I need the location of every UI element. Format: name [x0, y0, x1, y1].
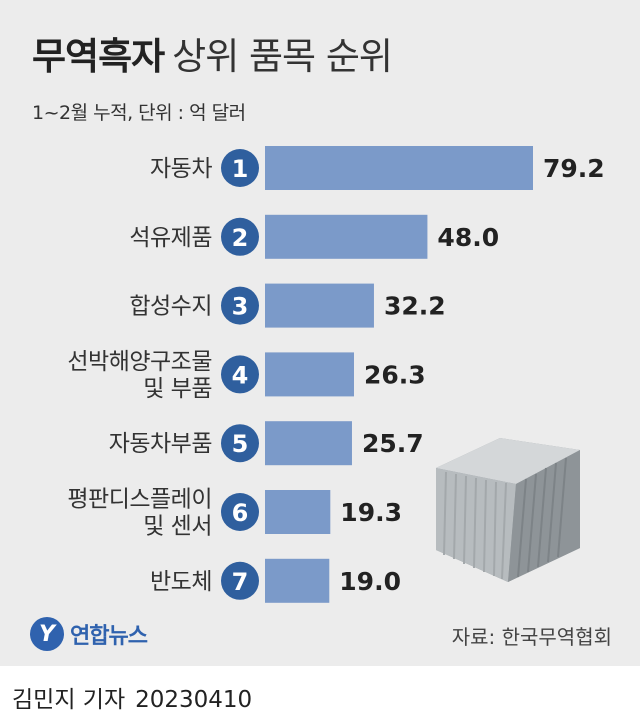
value-label-6: 19.3: [340, 498, 402, 527]
value-label-2: 48.0: [437, 223, 499, 252]
rank-number-5: 5: [232, 430, 249, 458]
value-label-4: 26.3: [364, 360, 426, 389]
date: 20230410: [135, 687, 253, 713]
category-label-4-line-2: 및 부품: [143, 376, 212, 402]
rank-number-6: 6: [232, 499, 249, 527]
bar-7: [265, 558, 330, 603]
bar-5: [265, 421, 352, 466]
chart-title: 무역흑자 상위 품목 순위: [32, 26, 393, 80]
chart-subtitle: 1~2월 누적, 단위 : 억 달러: [32, 102, 246, 124]
category-label-4-line-1: 선박해양구조물: [67, 349, 212, 375]
bar-4: [265, 352, 354, 397]
rank-badge-5: [221, 424, 259, 463]
category-label-3: 합성수지: [129, 294, 212, 320]
category-label-5: 자동차부품: [109, 431, 212, 457]
rank-badge-7: [221, 561, 259, 600]
category-label-7: 반도체: [150, 569, 212, 595]
title-bold: 무역흑자: [32, 35, 165, 78]
bar-2: [265, 214, 428, 259]
rank-badge-6: [221, 493, 259, 531]
rank-badge-3: [221, 286, 259, 325]
bar-1: [265, 146, 533, 190]
category-label-2: 석유제품: [129, 225, 212, 251]
source-note: 자료: 한국무역협회: [451, 625, 612, 649]
rank-badge-4: [221, 355, 259, 394]
rank-badge-2: [221, 217, 259, 256]
author: 김민지 기자: [12, 687, 126, 713]
logo-mark-icon: Y: [30, 617, 64, 651]
rank-number-3: 3: [232, 293, 249, 321]
bar-6: [265, 490, 331, 534]
yonhap-logo: Y 연합뉴스: [30, 617, 148, 651]
rank-number-1: 1: [232, 155, 249, 183]
value-label-5: 25.7: [362, 429, 424, 458]
value-label-3: 32.2: [384, 292, 446, 321]
bar-3: [265, 283, 374, 328]
title-light: 상위 품목 순위: [172, 35, 393, 78]
byline: 김민지 기자 20230410: [12, 680, 252, 714]
value-label-7: 19.0: [339, 567, 401, 596]
category-label-6-line-1: 평판디스플레이: [67, 487, 212, 513]
value-label-1: 79.2: [543, 154, 605, 183]
rank-number-7: 7: [232, 568, 249, 596]
category-label-6-line-2: 및 센서: [143, 514, 212, 540]
rank-number-2: 2: [232, 224, 249, 252]
rank-number-4: 4: [232, 361, 249, 389]
category-label-1: 자동차: [150, 156, 212, 182]
rank-badge-1: [221, 149, 259, 187]
logo-text: 연합뉴스: [70, 624, 148, 649]
shipping-container-icon: [436, 438, 580, 582]
